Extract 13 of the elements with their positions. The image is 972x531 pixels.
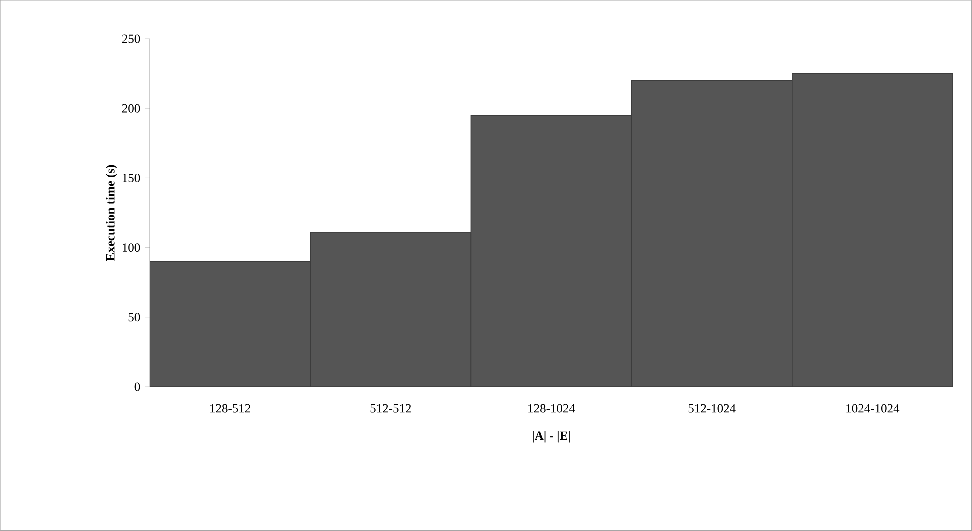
x-axis-title: |A| - |E| bbox=[533, 431, 570, 443]
x-tick-label: 1024-1024 bbox=[846, 404, 900, 413]
x-tick-label: 512-1024 bbox=[688, 404, 736, 413]
y-tick-label: 150 bbox=[122, 174, 140, 182]
y-tick-label: 0 bbox=[134, 382, 140, 392]
y-tick-label: 100 bbox=[122, 244, 140, 252]
y-tick-label: 250 bbox=[122, 34, 140, 44]
y-tick-label: 50 bbox=[128, 313, 140, 322]
x-tick-label: 128-512 bbox=[210, 404, 250, 413]
y-axis-title: Execution time (s) bbox=[106, 165, 118, 262]
y-tick-label: 200 bbox=[122, 104, 140, 113]
x-tick-label: 128-1024 bbox=[528, 404, 576, 413]
x-tick-label: 512-512 bbox=[370, 404, 412, 413]
